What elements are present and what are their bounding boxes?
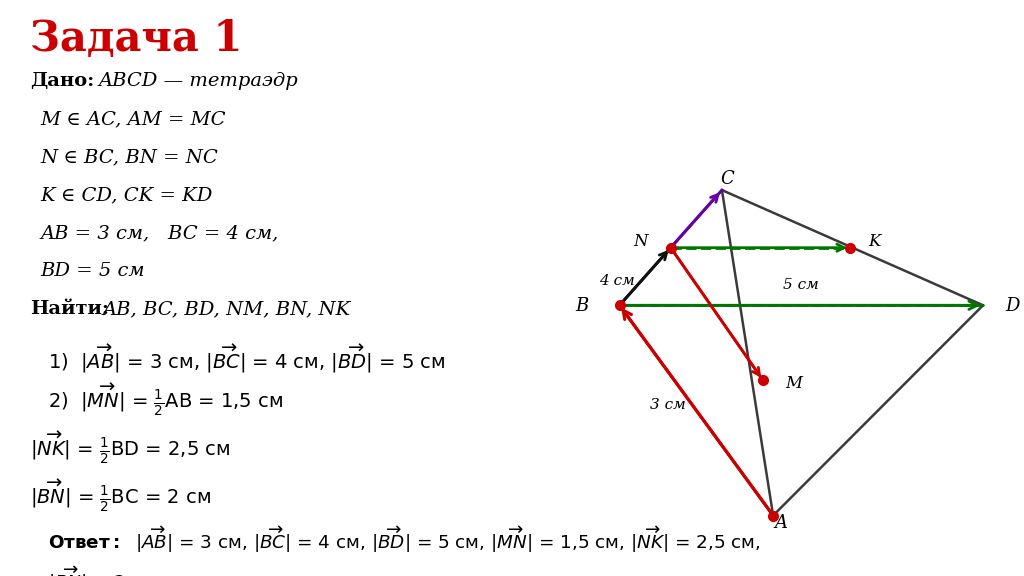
Text: A: A [775,514,787,532]
Text: AB = 3 см,   BC = 4 см,: AB = 3 см, BC = 4 см, [40,224,279,242]
Text: C: C [720,170,734,188]
Text: Задача 1: Задача 1 [30,18,243,60]
Text: $\bf{Ответ:}$  $|\overrightarrow{AB}|$ = 3 см, $|\overrightarrow{BC}|$ = 4 см, $: $\bf{Ответ:}$ $|\overrightarrow{AB}|$ = … [48,524,761,555]
Text: Дано:: Дано: [30,72,94,90]
Text: Найти:: Найти: [30,300,109,318]
Text: 1)  $|\overrightarrow{AB}|$ = 3 см, $|\overrightarrow{BC}|$ = 4 см, $|\overright: 1) $|\overrightarrow{AB}|$ = 3 см, $|\ov… [48,342,445,374]
Text: $|\overrightarrow{BN}|$ = 2 см: $|\overrightarrow{BN}|$ = 2 см [48,564,156,576]
Text: M: M [785,374,803,392]
Text: K: K [868,233,881,251]
Text: N: N [634,233,648,251]
Text: B: B [575,297,589,316]
Text: BD = 5 см: BD = 5 см [40,262,144,280]
Text: AB, BC, BD, NM, BN, NK: AB, BC, BD, NM, BN, NK [102,300,350,318]
Text: K ∈ CD, CK = KD: K ∈ CD, CK = KD [40,186,212,204]
Text: 2)  $|\overrightarrow{MN}|$ = $\frac{1}{2}$AB = 1,5 см: 2) $|\overrightarrow{MN}|$ = $\frac{1}{2… [48,382,283,418]
Text: M ∈ AC, AM = MC: M ∈ AC, AM = MC [40,110,225,128]
Text: N ∈ BC, BN = NC: N ∈ BC, BN = NC [40,148,218,166]
Text: 5 см: 5 см [783,278,819,292]
Text: 3 см: 3 см [650,399,686,412]
Text: ABCD — тетраэдр: ABCD — тетраэдр [98,72,298,90]
Text: D: D [1006,297,1020,316]
Text: $|\overrightarrow{BN}|$ = $\frac{1}{2}$BC = 2 см: $|\overrightarrow{BN}|$ = $\frac{1}{2}$B… [30,478,211,514]
Text: 4 см: 4 см [599,275,635,289]
Text: $|\overrightarrow{NK}|$ = $\frac{1}{2}$BD = 2,5 см: $|\overrightarrow{NK}|$ = $\frac{1}{2}$B… [30,430,230,466]
